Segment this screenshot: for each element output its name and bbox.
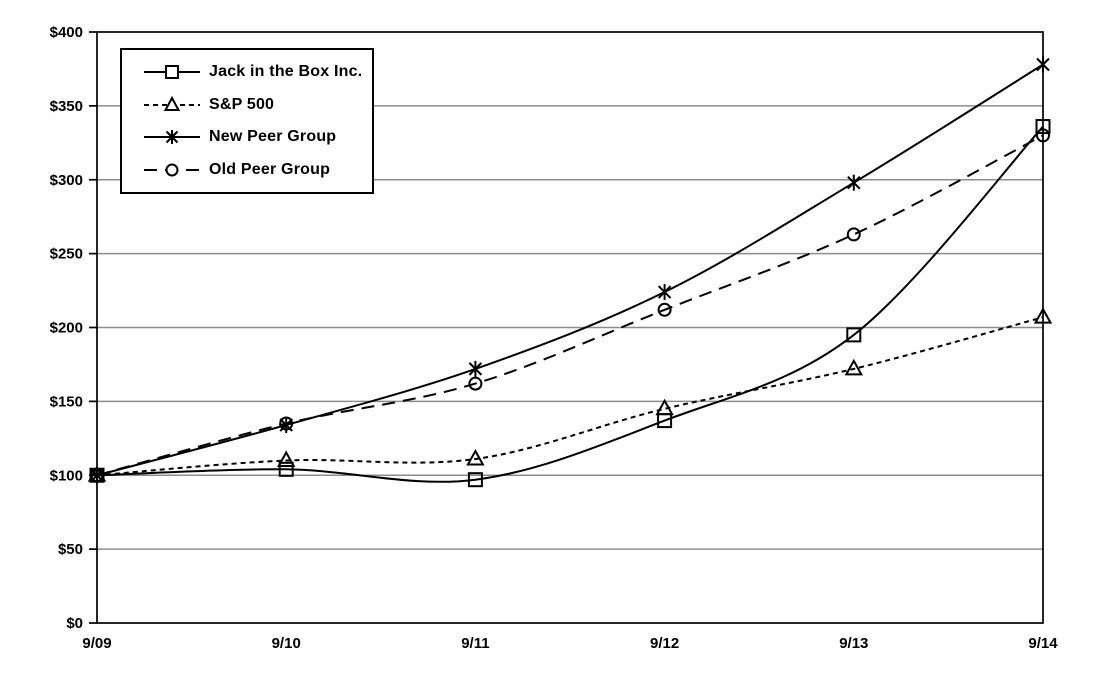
square-data-marker (467, 472, 483, 488)
triangle-data-marker (277, 450, 296, 467)
legend-item-jack-in-the-box: Jack in the Box Inc. (144, 57, 372, 87)
x-axis-tick-label: 9/10 (272, 635, 301, 652)
asterisk-data-marker (468, 362, 483, 376)
legend-item-sp500: S&P 500 (144, 90, 372, 120)
y-axis-tick-label: $400 (50, 24, 83, 41)
series-line (96, 63, 1044, 477)
asterisk-data-marker (657, 285, 672, 299)
legend-item-new-peer-group: New Peer Group (144, 122, 372, 152)
solid-line-asterisk-marker-icon (144, 130, 200, 145)
asterisk-data-marker (1036, 57, 1050, 72)
legend-label-new-peer-group: New Peer Group (209, 128, 337, 146)
series-line (96, 134, 1044, 477)
x-axis-tick-label: 9/14 (1028, 635, 1058, 652)
asterisk-data-marker (279, 418, 293, 432)
square-data-marker (278, 461, 294, 477)
chart-legend: Jack in the Box Inc. S&P 500 New Peer Gr… (120, 48, 374, 194)
asterisk-data-marker (847, 175, 861, 190)
y-axis-tick-label: $300 (50, 172, 83, 189)
circle-data-marker (1036, 128, 1050, 143)
y-axis-tick-label: $250 (50, 246, 83, 263)
x-axis-tick-label: 9/09 (82, 635, 111, 652)
y-axis-tick-label: $200 (50, 320, 83, 337)
y-axis-tick-label: $150 (50, 393, 83, 410)
series-line (96, 316, 1044, 477)
dashed-line-triangle-marker-icon (144, 95, 200, 111)
x-axis-tick-label: 9/13 (839, 635, 868, 652)
circle-data-marker (846, 227, 861, 242)
square-data-marker (846, 327, 862, 343)
legend-label-jack-in-the-box: Jack in the Box Inc. (209, 62, 363, 80)
y-axis-tick-label: $50 (58, 541, 83, 558)
triangle-data-marker (466, 448, 485, 466)
solid-line-square-marker-icon (144, 64, 200, 79)
y-axis-tick-label: $100 (50, 467, 83, 484)
legend-label-sp500: S&P 500 (209, 95, 275, 113)
legend-label-old-peer-group: Old Peer Group (209, 161, 331, 179)
square-data-marker (657, 413, 673, 429)
legend-item-old-peer-group: Old Peer Group (144, 155, 372, 185)
square-data-marker (1035, 119, 1051, 135)
square-data-marker (89, 467, 105, 483)
triangle-data-marker (844, 358, 863, 376)
x-axis-tick-label: 9/12 (650, 635, 679, 652)
circle-data-marker (468, 376, 483, 391)
y-axis-tick-label: $0 (66, 615, 83, 632)
y-axis-tick-label: $350 (50, 98, 83, 115)
x-axis-tick-label: 9/11 (461, 635, 489, 652)
series-line (96, 125, 1044, 483)
circle-data-marker (657, 302, 672, 317)
long-dash-line-circle-marker-icon (144, 163, 200, 177)
triangle-data-marker (1033, 307, 1053, 324)
